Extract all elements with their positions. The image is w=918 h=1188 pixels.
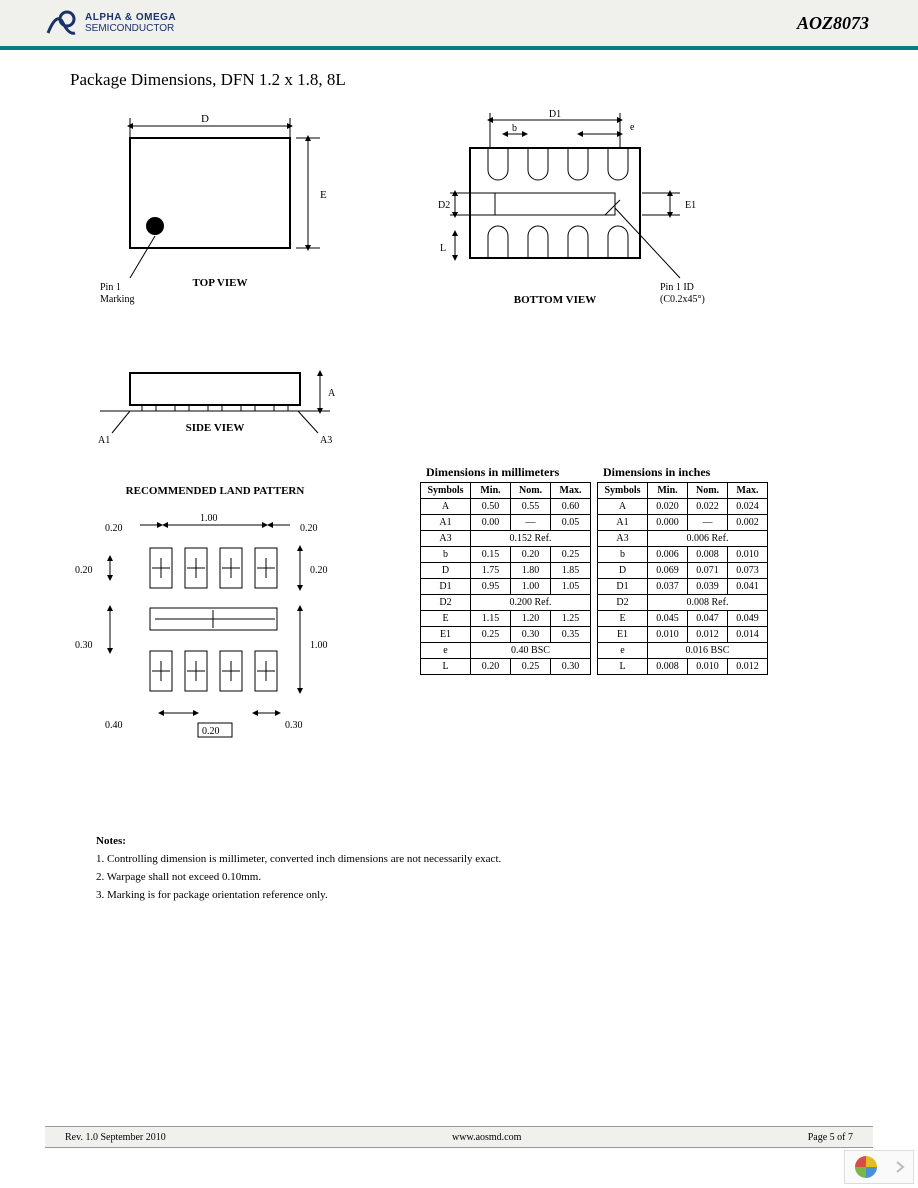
svg-text:1.00: 1.00 [310,640,328,651]
svg-text:e: e [630,122,635,133]
svg-text:0.20: 0.20 [105,523,123,534]
svg-text:0.30: 0.30 [285,720,303,731]
footer-rev: Rev. 1.0 September 2010 [65,1132,166,1143]
in-table-title: Dimensions in inches [597,465,768,480]
svg-text:Marking: Marking [100,294,134,305]
bottom-view-diagram: D1 b e [410,108,740,323]
svg-text:0.20: 0.20 [202,726,220,737]
note-2: 2. Warpage shall not exceed 0.10mm. [96,871,501,883]
svg-text:D: D [201,113,209,125]
section-title: Package Dimensions, DFN 1.2 x 1.8, 8L [70,70,858,90]
footer-page: Page 5 of 7 [808,1132,853,1143]
in-table-block: Dimensions in inches SymbolsMin.Nom.Max.… [597,465,768,675]
mm-table-block: Dimensions in millimeters SymbolsMin.Nom… [420,465,591,675]
svg-text:E1: E1 [685,200,696,211]
nav-pinwheel-icon[interactable] [853,1154,879,1180]
page-content: Package Dimensions, DFN 1.2 x 1.8, 8L D [70,70,858,1098]
svg-text:0.40: 0.40 [105,720,123,731]
svg-text:SIDE VIEW: SIDE VIEW [186,422,245,434]
dimension-tables: Dimensions in millimeters SymbolsMin.Nom… [420,465,768,675]
top-view-diagram: D E TOP VIEW Pin 1 Marking [70,108,350,323]
svg-text:b: b [512,123,517,134]
svg-text:0.20: 0.20 [75,565,93,576]
mm-table: SymbolsMin.Nom.Max.A0.500.550.60A10.00—0… [420,482,591,675]
svg-text:L: L [440,243,446,254]
svg-text:1.00: 1.00 [200,513,218,524]
nav-widget[interactable] [844,1150,914,1184]
note-3: 3. Marking is for package orientation re… [96,889,501,901]
svg-text:0.30: 0.30 [75,640,93,651]
side-view-diagram: A A1 A3 SIDE VIEW [70,353,350,458]
svg-text:0.20: 0.20 [310,565,328,576]
land-pattern-title: RECOMMENDED LAND PATTERN [70,485,360,497]
logo-icon [45,9,79,37]
mm-table-title: Dimensions in millimeters [420,465,591,480]
svg-text:E: E [320,189,327,201]
svg-text:D2: D2 [438,200,450,211]
notes-section: Notes: 1. Controlling dimension is milli… [96,835,501,907]
footer-url: www.aosmd.com [452,1132,521,1143]
svg-text:Pin 1 ID: Pin 1 ID [660,282,694,293]
svg-text:TOP VIEW: TOP VIEW [193,277,248,289]
company-logo: ALPHA & OMEGA SEMICONDUCTOR [45,9,176,37]
in-table: SymbolsMin.Nom.Max.A0.0200.0220.024A10.0… [597,482,768,675]
note-1: 1. Controlling dimension is millimeter, … [96,853,501,865]
svg-text:A1: A1 [98,435,110,446]
svg-text:BOTTOM VIEW: BOTTOM VIEW [514,294,596,306]
company-name-top: ALPHA & OMEGA [85,12,176,23]
svg-text:A3: A3 [320,435,332,446]
svg-text:A: A [328,388,336,399]
svg-text:D1: D1 [549,109,561,120]
land-pattern-diagram: RECOMMENDED LAND PATTERN 0.20 1.00 0.20 [70,485,360,768]
svg-text:Pin 1: Pin 1 [100,282,121,293]
notes-title: Notes: [96,835,501,847]
footer: Rev. 1.0 September 2010 www.aosmd.com Pa… [45,1126,873,1148]
company-name-bottom: SEMICONDUCTOR [85,23,176,34]
svg-text:(C0.2x45°): (C0.2x45°) [660,294,705,305]
chevron-right-icon[interactable] [895,1160,905,1174]
part-number: AOZ8073 [797,13,873,34]
svg-text:0.20: 0.20 [300,523,318,534]
header: ALPHA & OMEGA SEMICONDUCTOR AOZ8073 [0,0,918,50]
